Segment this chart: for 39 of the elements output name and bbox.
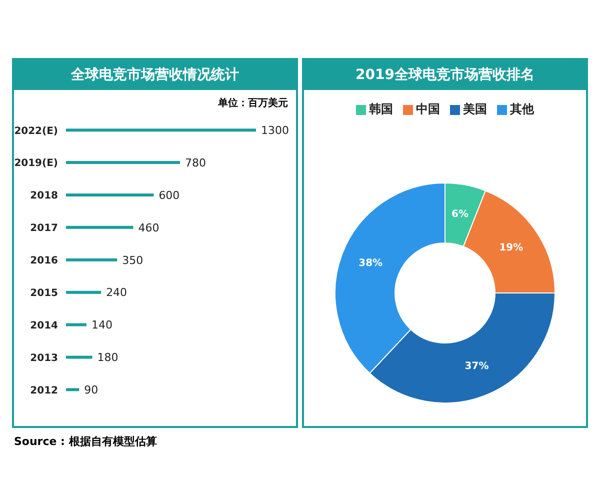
data-label: 37% xyxy=(464,360,489,372)
chart-title: 全球电竞市场营收情况统计 xyxy=(14,60,296,90)
data-label: 90 xyxy=(84,384,98,397)
data-label: 6% xyxy=(452,208,468,220)
data-label: 240 xyxy=(106,286,128,300)
y-tick-label: 2016 xyxy=(30,256,58,267)
y-tick-label: 2019(E) xyxy=(14,158,58,170)
data-label: 38% xyxy=(358,258,383,270)
y-tick-label: 2012 xyxy=(30,385,58,396)
legend-label: 中国 xyxy=(416,101,440,118)
legend-label: 韩国 xyxy=(369,101,393,118)
data-label: 350 xyxy=(122,254,144,267)
chart-subtitle: 单位：百万美元 xyxy=(217,96,289,110)
data-label: 140 xyxy=(91,318,112,332)
y-tick-label: 2022(E) xyxy=(14,126,58,137)
bar xyxy=(66,161,180,164)
bar xyxy=(66,388,80,392)
y-tick-label: 2013 xyxy=(30,352,58,364)
bar xyxy=(66,290,102,294)
y-tick-label: 2014 xyxy=(30,320,58,332)
data-label: 460 xyxy=(138,221,160,234)
data-label: 600 xyxy=(158,188,180,202)
bar xyxy=(66,258,118,262)
bar xyxy=(66,226,134,229)
data-label: 1300 xyxy=(261,124,289,138)
y-tick-label: 2015 xyxy=(30,288,58,299)
bar xyxy=(66,323,86,326)
bar xyxy=(66,128,256,132)
data-label: 780 xyxy=(185,156,206,170)
bar xyxy=(66,356,92,359)
source-note: Source : 根据自有模型估算 xyxy=(13,434,158,449)
y-tick-label: 2018 xyxy=(30,190,58,202)
legend-label: 其他 xyxy=(510,101,534,118)
bar xyxy=(66,193,154,196)
legend-label: 美国 xyxy=(463,101,487,118)
data-label: 180 xyxy=(97,351,118,364)
y-tick-label: 2017 xyxy=(30,223,58,234)
chart-title: 2019全球电竞市场营收排名 xyxy=(304,60,586,90)
data-label: 19% xyxy=(499,242,524,254)
